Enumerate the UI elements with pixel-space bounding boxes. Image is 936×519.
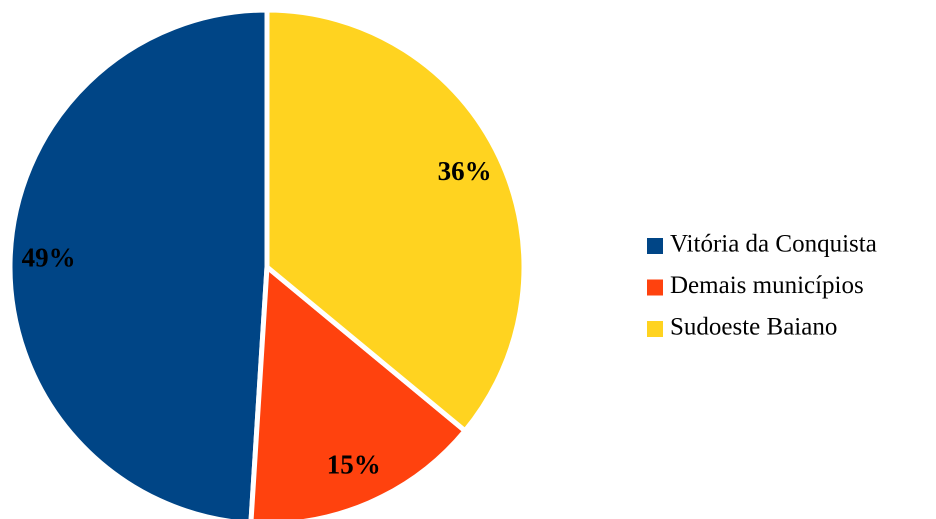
legend-label: Demais municípios <box>670 272 864 299</box>
legend-swatch <box>647 238 663 254</box>
pie-slice <box>248 261 469 519</box>
pie-slice <box>264 7 527 435</box>
value-label: 49% <box>22 242 76 272</box>
value-label: 36% <box>438 156 492 186</box>
value-label: 15% <box>327 450 381 480</box>
legend-swatch <box>647 321 663 337</box>
legend-label: Sudoeste Baiano <box>670 314 837 341</box>
legend-label: Vitória da Conquista <box>670 231 877 258</box>
pie-slice <box>7 7 270 519</box>
legend-swatch <box>647 279 663 296</box>
